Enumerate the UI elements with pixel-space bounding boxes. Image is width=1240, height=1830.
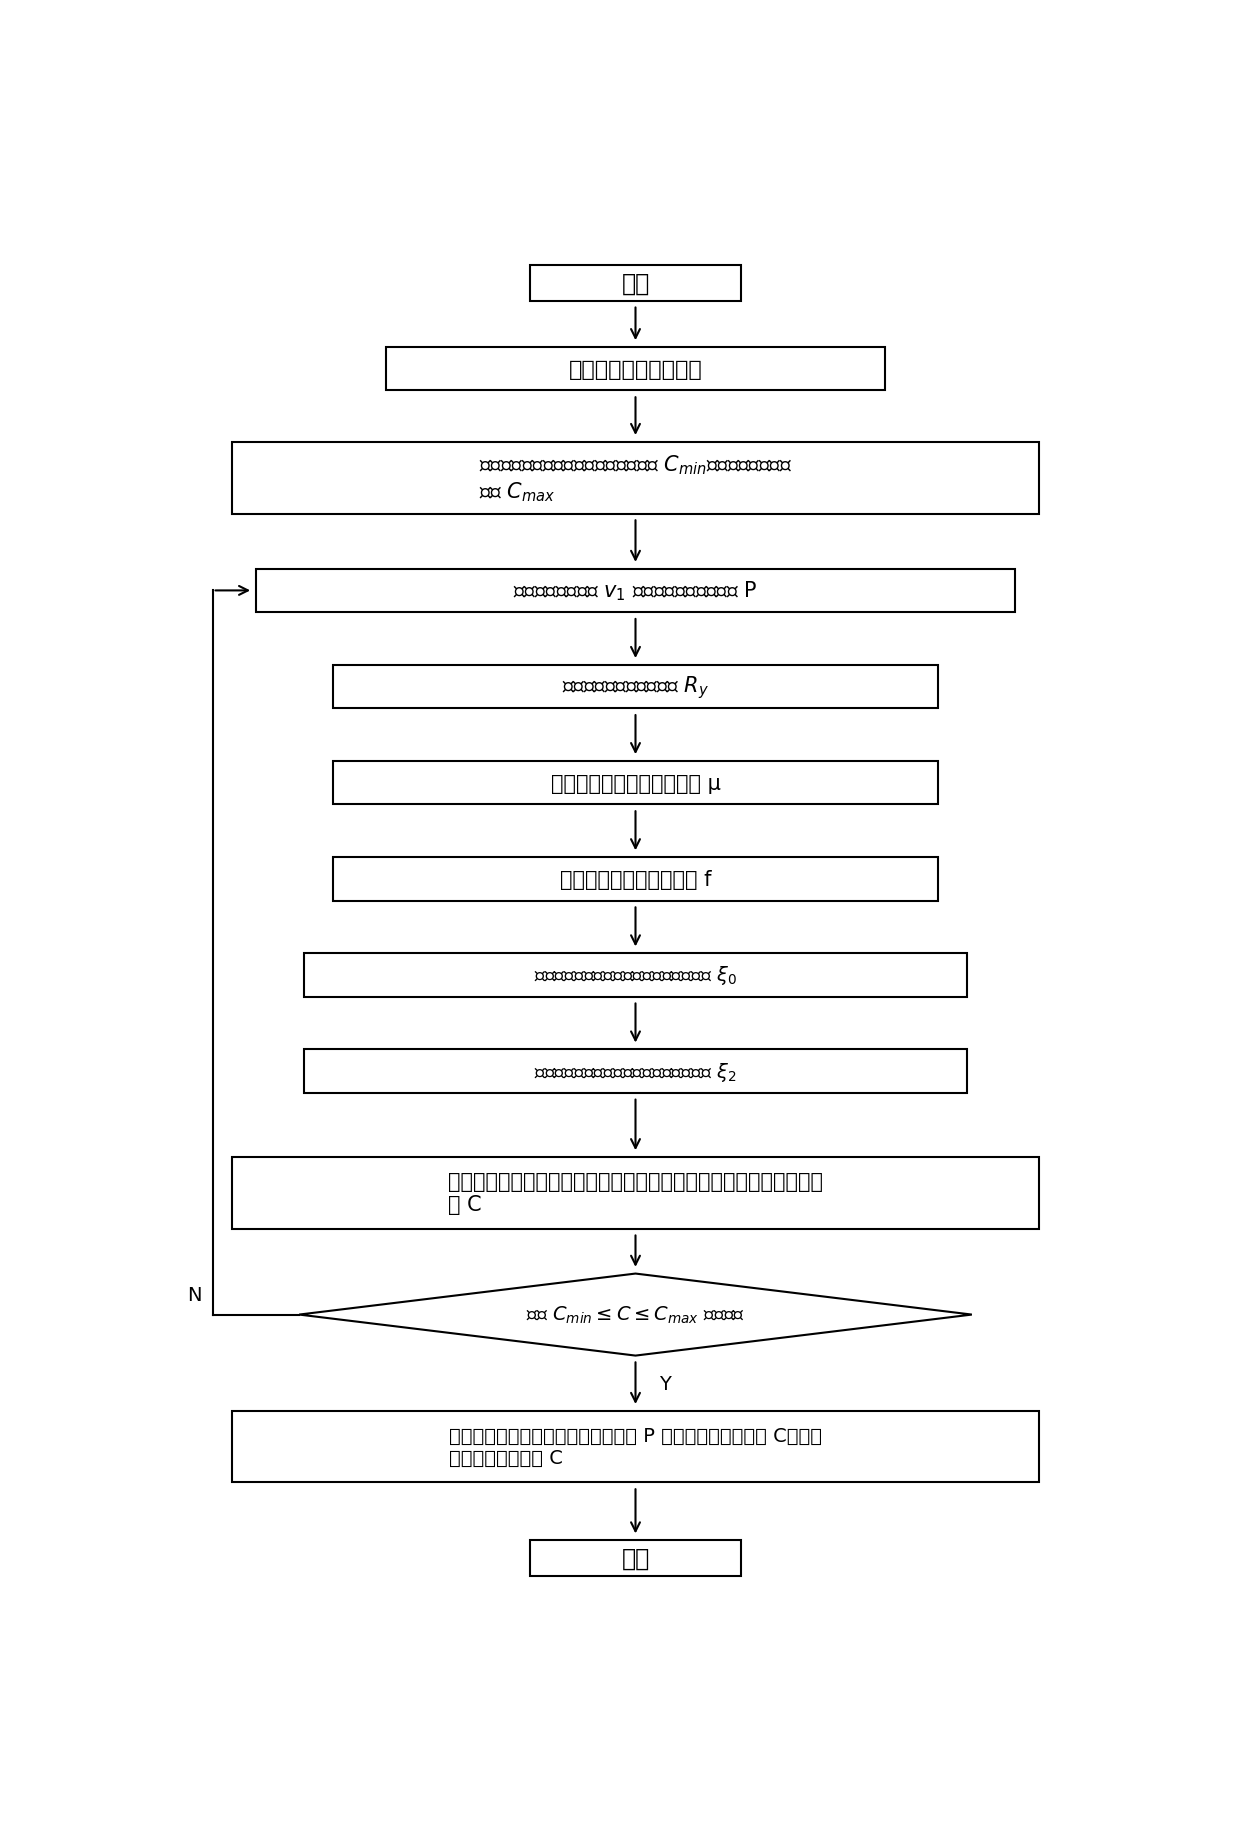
Text: 结束: 结束 [621,1546,650,1570]
Bar [332,761,939,805]
Text: 开始: 开始 [621,271,650,296]
Text: N: N [187,1286,201,1305]
Text: 计算工作辊弹性压扁半径 $R_y$: 计算工作辊弹性压扁半径 $R_y$ [562,673,709,701]
Text: 计算对应需要的带钢表面析出的油膜厚度 $\xi_2$: 计算对应需要的带钢表面析出的油膜厚度 $\xi_2$ [534,1060,737,1083]
Text: 计算轧制变形区的前滑值 f: 计算轧制变形区的前滑值 f [559,869,712,889]
Text: 收集出口轧制速度 $v_1$ 并设定轧制压力目标值 P: 收集出口轧制速度 $v_1$ 并设定轧制压力目标值 P [513,580,758,602]
Bar [255,569,1016,613]
Text: 建立二次冷轧机组乳化液浓度控制模型，并计算对应需要的乳化液浓
度 C: 建立二次冷轧机组乳化液浓度控制模型，并计算对应需要的乳化液浓 度 C [448,1171,823,1215]
Text: 计算轧制变形区的摩擦系数 μ: 计算轧制变形区的摩擦系数 μ [551,774,720,792]
Text: 收集带材的轧制工艺参: 收集带材的轧制工艺参 [569,359,702,379]
Text: 收集二次冷轧机组乳化液浓度的最小值 $C_{min}$、乳化液浓度的最
大值 $C_{max}$: 收集二次冷轧机组乳化液浓度的最小值 $C_{min}$、乳化液浓度的最 大值 $… [479,454,792,503]
Bar [529,265,742,302]
Text: 判断 $C_{min}\leq C\leq C_{max}$ 是否成立: 判断 $C_{min}\leq C\leq C_{max}$ 是否成立 [526,1305,745,1325]
Text: 计算对应需要的轧制变形区入口油膜厚度 $\xi_0$: 计算对应需要的轧制变形区入口油膜厚度 $\xi_0$ [534,964,737,986]
Bar [232,443,1039,514]
Bar [232,1157,1039,1230]
Bar [529,1541,742,1576]
Bar [232,1411,1039,1482]
Text: Y: Y [660,1374,671,1393]
Bar [304,1050,967,1093]
Polygon shape [299,1274,972,1356]
Bar [332,666,939,708]
Bar [304,953,967,997]
Text: 输出每一组出口轧制速度，轧制压力 P 及需要的乳化液浓度 C，并实
时调控乳化液浓度 C: 输出每一组出口轧制速度，轧制压力 P 及需要的乳化液浓度 C，并实 时调控乳化液… [449,1426,822,1468]
Bar [332,858,939,900]
Bar [386,348,885,392]
